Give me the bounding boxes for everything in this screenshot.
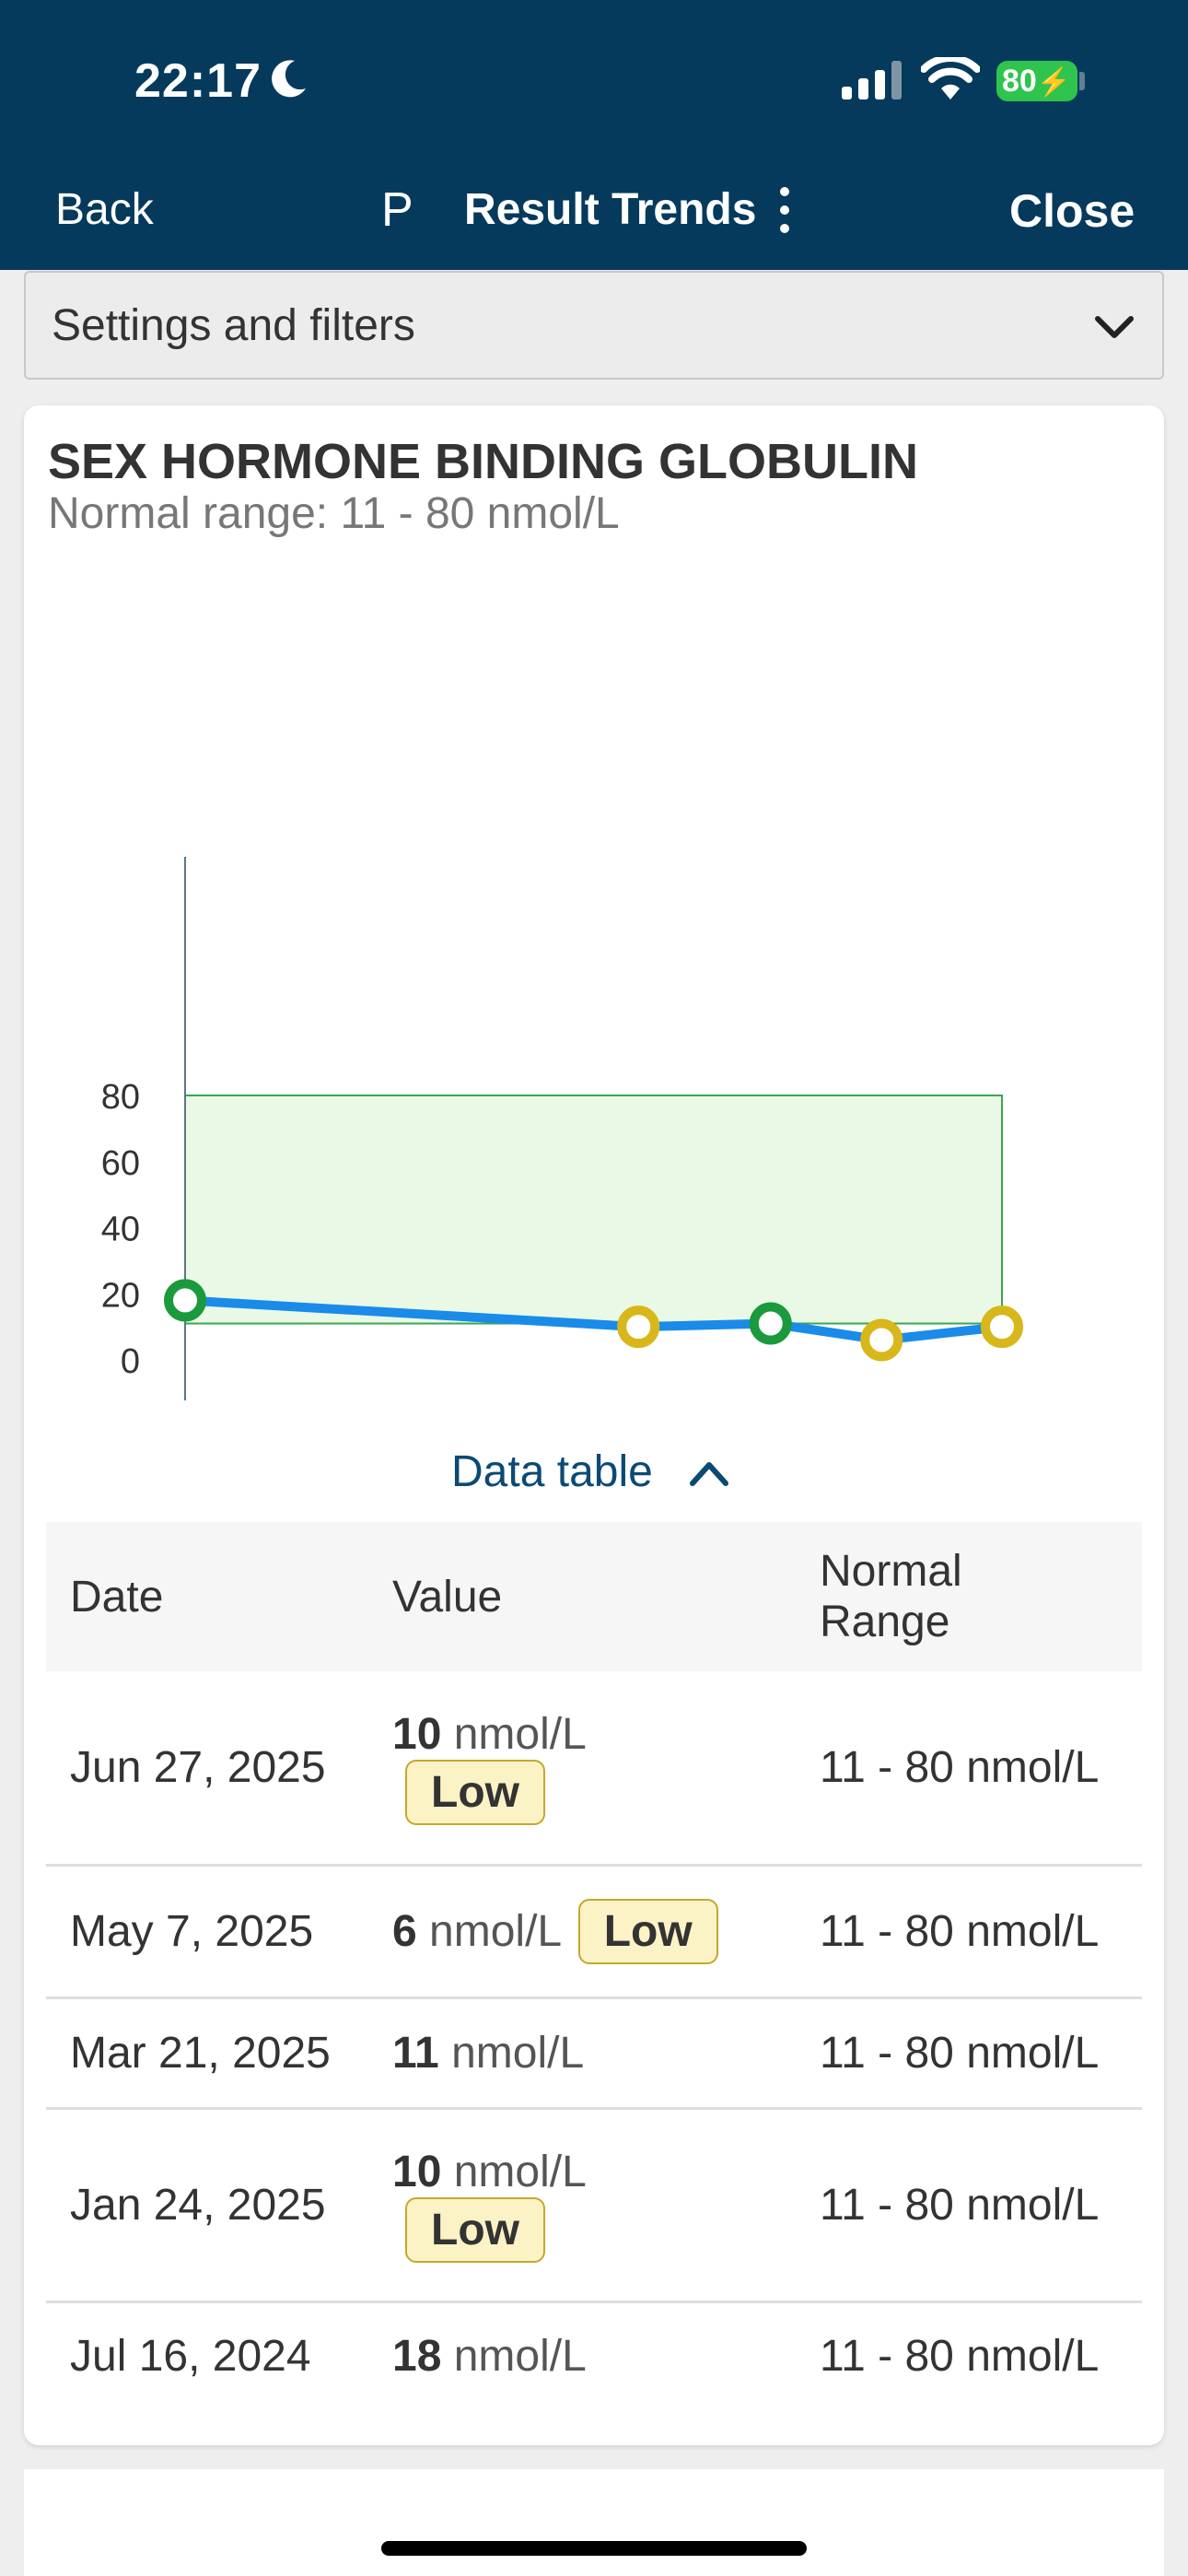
more-options-icon[interactable] (774, 184, 796, 236)
row-date: Jun 27, 2025 (46, 1671, 368, 1867)
row-date: Jan 24, 2025 (46, 2108, 368, 2303)
row-value: 10 nmol/L Low (368, 1671, 796, 1867)
close-button[interactable]: Close (1009, 185, 1136, 237)
normal-range-band (184, 1095, 1003, 1325)
row-normal-range: 11 - 80 nmol/L (820, 2332, 1100, 2382)
chevron-down-icon (1095, 316, 1134, 338)
row-value: 10 nmol/L Low (368, 2108, 796, 2303)
settings-filters-label: Settings and filters (52, 301, 415, 350)
page-title: Result Trends (464, 185, 757, 234)
row-normal-range: 11 - 80 nmol/L (796, 2108, 1142, 2303)
row-value: 11 nmol/L (368, 1997, 796, 2110)
y-tick-label: 20 (101, 1276, 140, 1315)
value-number: 6 (392, 1906, 417, 1956)
next-card-edge (24, 2469, 1164, 2576)
settings-filters-dropdown[interactable]: Settings and filters (24, 271, 1164, 380)
data-point (981, 1306, 1023, 1349)
header-value: Value (392, 1572, 503, 1622)
wifi-icon (921, 57, 980, 100)
value-unit: nmol/L (451, 2028, 585, 2078)
table-row: May 7, 2025 6 nmol/L Low 11 - 80 nmol/L (46, 1865, 1142, 1999)
row-value: 18 nmol/L (368, 2301, 796, 2410)
normal-range-text: Normal range: 11 - 80 nmol/L (48, 489, 620, 538)
row-normal-range: 11 - 80 nmol/L (796, 1671, 1142, 1867)
header-date: Date (70, 1572, 164, 1622)
status-badge: Low (405, 1760, 545, 1826)
data-point (617, 1306, 660, 1349)
moon-icon (272, 60, 306, 98)
trend-chart: 020406080Jul 162024Jan 42025Jun 272025 (101, 857, 1023, 1400)
value-unit: nmol/L (453, 2148, 587, 2196)
row-normal-range: 11 - 80 nmol/L (796, 1865, 1142, 1999)
nav-bar: Back P Result Trends Close (0, 147, 1188, 270)
status-bar: 22:17 80⚡ (0, 0, 1188, 147)
data-table-toggle[interactable]: Data table (451, 1447, 653, 1496)
header-normal-range-line1: Normal (820, 1547, 962, 1596)
cellular-signal-icon (842, 61, 902, 100)
result-title: SEX HORMONE BINDING GLOBULIN (48, 434, 919, 489)
nav-title-prefix: P (381, 183, 413, 237)
header-normal-range: Normal Range (796, 1522, 1142, 1671)
table-row: Mar 21, 2025 11 nmol/L 11 - 80 nmol/L (46, 1997, 1142, 2110)
row-normal-range: 11 - 80 nmol/L (796, 1997, 1142, 2110)
data-point (749, 1302, 792, 1345)
result-card: SEX HORMONE BINDING GLOBULIN Normal rang… (24, 405, 1164, 2445)
status-time: 22:17 (134, 54, 262, 108)
y-tick-label: 40 (101, 1211, 140, 1249)
header-normal-range-line2: Range (820, 1598, 950, 1646)
value-unit: nmol/L (429, 1906, 561, 1956)
value-unit: nmol/L (453, 1710, 587, 1760)
value-number: 18 (392, 2332, 442, 2382)
back-button[interactable]: Back (55, 185, 154, 234)
data-point (860, 1318, 903, 1362)
chevron-up-icon[interactable] (689, 1456, 729, 1489)
row-date: May 7, 2025 (46, 1865, 368, 1999)
y-tick-label: 0 (121, 1342, 140, 1381)
battery-charging-icon: 80⚡ (996, 61, 1077, 101)
y-tick-label: 80 (101, 1078, 140, 1117)
data-table: Date Value Normal Range Jun 27, 2025 10 … (46, 1522, 1142, 2410)
table-row: Jul 16, 2024 18 nmol/L 11 - 80 nmol/L (46, 2301, 1142, 2410)
battery-tip (1079, 72, 1085, 90)
value-number: 10 (392, 2148, 442, 2196)
value-number: 10 (392, 1710, 442, 1760)
row-date: Jul 16, 2024 (70, 2332, 311, 2382)
y-tick-label: 60 (101, 1144, 140, 1183)
table-row: Jan 24, 2025 10 nmol/L Low 11 - 80 nmol/… (46, 2108, 1142, 2303)
home-indicator[interactable] (381, 2541, 807, 2556)
status-badge: Low (577, 1898, 718, 1964)
table-row: Jun 27, 2025 10 nmol/L Low 11 - 80 nmol/… (46, 1671, 1142, 1867)
data-table-header: Date Value Normal Range (46, 1522, 1142, 1671)
status-badge: Low (405, 2197, 545, 2263)
value-number: 11 (392, 2028, 439, 2078)
battery-level: 80 (1002, 64, 1037, 99)
data-point (164, 1279, 206, 1322)
row-date: Mar 21, 2025 (46, 1997, 368, 2110)
value-unit: nmol/L (453, 2332, 587, 2382)
row-value: 6 nmol/L Low (368, 1865, 796, 1999)
